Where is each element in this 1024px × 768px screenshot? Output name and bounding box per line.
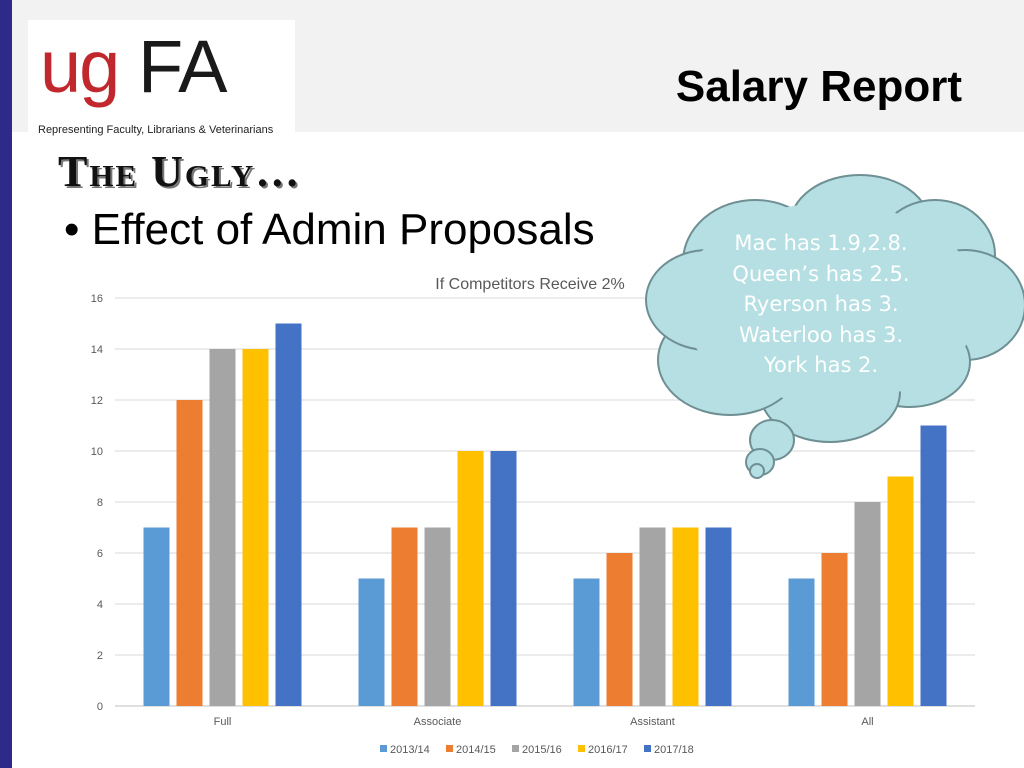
bar <box>176 400 203 706</box>
legend-label: 2013/14 <box>390 744 430 756</box>
bar <box>788 578 815 706</box>
callout-text: Mac has 1.9,2.8. Queen’s has 2.5. Ryerso… <box>690 228 952 381</box>
accent-bar <box>0 0 12 768</box>
y-tick-label: 12 <box>91 395 103 407</box>
x-tick-label: Full <box>214 716 232 728</box>
callout-cloud <box>645 174 1024 479</box>
legend-swatch <box>578 745 585 752</box>
callout-line: Queen’s has 2.5. <box>732 261 910 286</box>
thought-bubble <box>749 463 765 479</box>
x-tick-label: Assistant <box>630 716 675 728</box>
bar <box>457 451 484 706</box>
logo-fa-text: FA <box>138 25 227 108</box>
y-tick-label: 8 <box>97 497 103 509</box>
legend-swatch <box>446 745 453 752</box>
bar <box>821 553 848 706</box>
bar <box>639 527 666 706</box>
y-tick-label: 2 <box>97 650 103 662</box>
chart-title: If Competitors Receive 2% <box>435 276 624 293</box>
callout-line: Mac has 1.9,2.8. <box>734 231 908 255</box>
bar <box>490 451 517 706</box>
bar <box>209 349 236 706</box>
y-tick-label: 14 <box>91 344 103 356</box>
callout-line: Ryerson has 3. <box>743 292 899 316</box>
bar <box>920 425 947 706</box>
callout-line: Waterloo has 3. <box>738 322 904 347</box>
legend-label: 2014/15 <box>456 744 496 756</box>
legend-label: 2016/17 <box>588 744 628 756</box>
bar <box>424 527 451 706</box>
bar <box>275 323 302 706</box>
logo-tagline: Representing Faculty, Librarians & Veter… <box>38 124 274 136</box>
y-tick-label: 4 <box>97 599 103 611</box>
logo <box>28 20 295 138</box>
bar <box>606 553 633 706</box>
y-tick-label: 16 <box>91 293 103 305</box>
y-tick-label: 6 <box>97 548 103 560</box>
bar <box>672 527 699 706</box>
legend-swatch <box>512 745 519 752</box>
bar <box>391 527 418 706</box>
y-tick-label: 0 <box>97 701 103 713</box>
legend-swatch <box>380 745 387 752</box>
section-heading: The Ugly… <box>58 147 302 196</box>
x-tick-label: Associate <box>414 716 462 728</box>
page-title: Salary Report <box>675 62 962 111</box>
x-tick-label: All <box>861 716 873 728</box>
legend-label: 2015/16 <box>522 744 562 756</box>
bar <box>358 578 385 706</box>
legend-label: 2017/18 <box>654 744 694 756</box>
bar <box>573 578 600 706</box>
cloud-fill <box>680 203 980 403</box>
bullet-text: Effect of Admin Proposals <box>91 205 595 254</box>
legend-swatch <box>644 745 651 752</box>
bar <box>887 476 914 706</box>
bullet-item: • Effect of Admin Proposals <box>64 205 595 254</box>
bar <box>854 502 881 706</box>
bar <box>242 349 269 706</box>
y-tick-label: 10 <box>91 446 103 458</box>
bar <box>705 527 732 706</box>
bar <box>143 527 170 706</box>
logo-ug-text: ug <box>40 25 120 108</box>
callout-line: York has 2. <box>763 353 879 377</box>
bullet-marker: • <box>64 205 80 254</box>
